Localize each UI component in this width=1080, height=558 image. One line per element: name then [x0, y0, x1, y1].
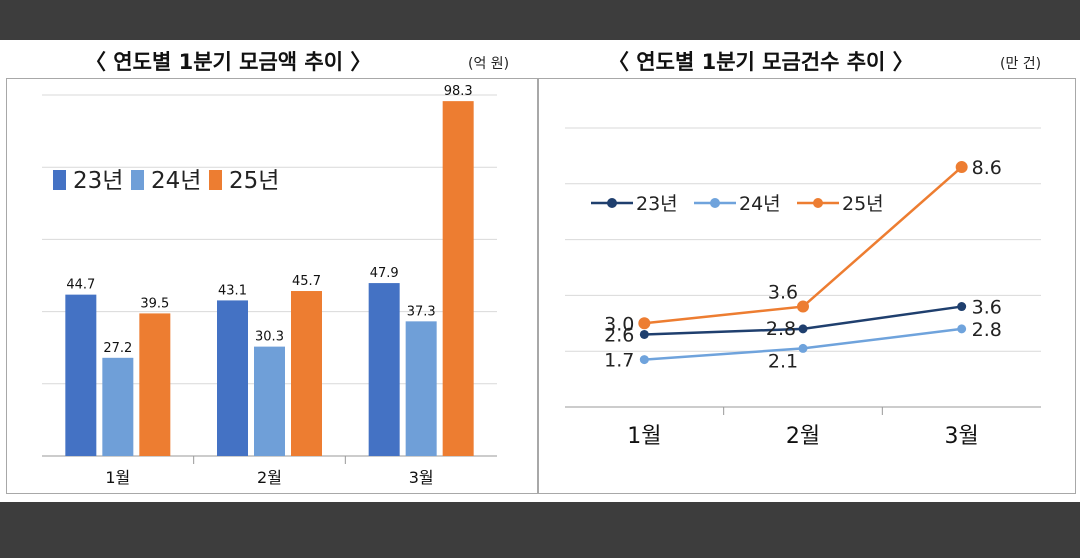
data-label: 2.8 — [972, 319, 1002, 341]
data-point — [957, 324, 967, 334]
data-label: 27.2 — [103, 341, 132, 356]
bar — [368, 283, 400, 456]
data-label: 3.0 — [604, 313, 634, 335]
bar — [405, 321, 437, 456]
bar-chart-title: 〈 연도별 1분기 모금액 추이 〉 — [85, 50, 372, 74]
legend-label: 24년 — [151, 168, 201, 194]
data-label: 47.9 — [370, 266, 399, 281]
data-label: 98.3 — [444, 84, 473, 99]
line-chart-panel: 1월 2월 3월 2.6 2.8 3.6 1.7 2.1 2.8 3.0 3.6 8.6 23년 24년 2… — [538, 78, 1076, 494]
bar — [65, 294, 97, 456]
data-point — [639, 355, 649, 365]
legend-label: 25년 — [842, 193, 884, 215]
data-point — [797, 300, 809, 313]
data-label: 8.6 — [972, 157, 1002, 179]
category-label: 1월 — [627, 424, 661, 449]
bar-chart: 44.7 27.2 39.5 1월 43.1 30.3 45.7 2월 47.9 37.3 98.3… — [42, 84, 497, 487]
series-line — [644, 166, 963, 325]
data-label: 45.7 — [292, 274, 321, 289]
data-label: 30.3 — [255, 330, 284, 345]
legend-swatch — [131, 170, 144, 190]
data-point — [798, 324, 808, 334]
category-label: 1월 — [105, 468, 130, 487]
legend-marker — [710, 198, 720, 208]
data-label: 2.6 — [604, 324, 634, 346]
category-label: 2월 — [257, 468, 282, 487]
bar — [217, 300, 248, 456]
line-chart-title: 〈 연도별 1분기 모금건수 추이 〉 — [608, 50, 914, 74]
data-label: 2.1 — [768, 350, 798, 372]
data-point — [798, 343, 808, 353]
category-label: 3월 — [945, 424, 979, 449]
data-label: 3.6 — [972, 297, 1002, 319]
legend-swatch — [209, 170, 222, 190]
legend-label: 23년 — [636, 193, 678, 215]
data-point — [638, 317, 651, 330]
data-label: 43.1 — [218, 283, 247, 298]
line-chart-unit: (만 건) — [1000, 56, 1042, 72]
data-label: 3.6 — [768, 282, 798, 304]
legend-label: 24년 — [739, 193, 781, 215]
bar — [254, 346, 285, 456]
category-label: 2월 — [786, 424, 820, 449]
content-area: 〈 연도별 1분기 모금액 추이 〉 (억 원) 〈 연도별 1분기 모금건수 … — [0, 40, 1080, 502]
bottom-dark-band — [0, 502, 1080, 558]
data-label: 39.5 — [140, 296, 169, 311]
legend-label: 23년 — [73, 168, 123, 194]
data-label: 1.7 — [604, 350, 634, 372]
data-label: 44.7 — [66, 278, 95, 293]
bar — [102, 357, 134, 456]
legend-label: 25년 — [229, 168, 279, 194]
top-dark-band — [0, 0, 1080, 40]
data-point — [639, 329, 649, 339]
data-label: 37.3 — [407, 304, 436, 319]
legend-swatch — [53, 170, 66, 190]
category-label: 3월 — [409, 468, 434, 487]
legend-marker — [607, 198, 617, 208]
data-point — [957, 302, 967, 312]
bar — [139, 313, 171, 456]
bar — [442, 101, 474, 457]
data-point — [955, 161, 968, 174]
bar-chart-panel: 44.7 27.2 39.5 1월 43.1 30.3 45.7 2월 47.9 37.3 98.3… — [6, 78, 538, 494]
legend-marker — [813, 198, 823, 208]
data-label: 2.8 — [766, 318, 796, 340]
bar — [291, 291, 322, 456]
bar-chart-unit: (억 원) — [468, 56, 510, 72]
